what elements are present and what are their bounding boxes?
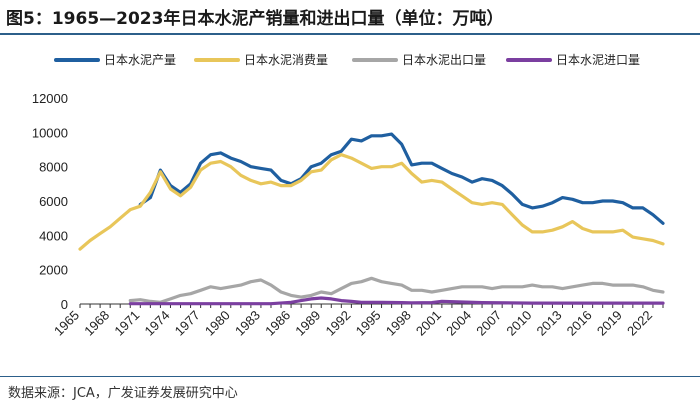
x-tick-label: 1992 [322, 308, 353, 339]
x-tick-label: 1968 [81, 308, 112, 339]
legend-label-3: 日本水泥出口量 [402, 53, 486, 67]
x-tick-label: 1998 [383, 308, 414, 339]
x-axis: 1965 1968 1971 1974 1977 1980 1983 1986 1989 1992… [51, 303, 664, 339]
title-divider [0, 33, 700, 35]
y-axis: 0 2000 4000 6000 8000 10000 12000 [32, 91, 68, 312]
chart-legend: 日本水泥产量 日本水泥消费量 日本水泥出口量 日本水泥进口量 [54, 53, 640, 67]
x-tick-label: 2019 [594, 308, 625, 339]
y-tick-label: 6000 [39, 194, 68, 209]
data-source-note: 数据来源：JCA，广发证券发展研究中心 [8, 386, 238, 401]
series-line-2 [78, 153, 665, 251]
x-tick-label: 2013 [534, 308, 565, 339]
footer-divider [0, 376, 700, 377]
x-tick-label: 2004 [443, 308, 474, 339]
legend-label-4: 日本水泥进口量 [556, 53, 640, 67]
figure-title: 图5：1965—2023年日本水泥产销量和进出口量（单位：万吨） [6, 9, 504, 29]
x-tick-label: 1971 [111, 308, 142, 339]
x-tick-label: 1980 [202, 308, 233, 339]
x-tick-label: 2010 [503, 308, 534, 339]
x-tick-label: 1986 [262, 308, 293, 339]
y-tick-label: 12000 [32, 91, 68, 106]
series-line-1 [138, 132, 665, 225]
legend-label-2: 日本水泥消费量 [244, 53, 328, 67]
y-tick-label: 8000 [39, 160, 68, 175]
series-group [78, 132, 665, 306]
y-tick-label: 0 [61, 297, 68, 312]
x-tick-label: 1974 [142, 308, 173, 339]
y-tick-label: 2000 [39, 263, 68, 278]
x-tick-label: 2001 [413, 308, 444, 339]
x-tick-label: 1989 [292, 308, 323, 339]
x-tick-label: 2016 [564, 308, 595, 339]
y-tick-label: 10000 [32, 125, 68, 140]
legend-label-1: 日本水泥产量 [104, 53, 176, 67]
x-tick-label: 1977 [172, 308, 203, 339]
x-tick-label: 1965 [51, 308, 82, 339]
line-chart: 日本水泥产量 日本水泥消费量 日本水泥出口量 日本水泥进口量 0 2000 4000 600… [32, 53, 665, 339]
x-tick-label: 1983 [232, 308, 263, 339]
series-line-3 [128, 276, 665, 304]
y-tick-label: 4000 [39, 228, 68, 243]
x-tick-label: 2007 [473, 308, 504, 339]
series-line-4 [128, 296, 665, 306]
x-tick-label: 2022 [624, 308, 655, 339]
x-tick-label: 1995 [353, 308, 384, 339]
